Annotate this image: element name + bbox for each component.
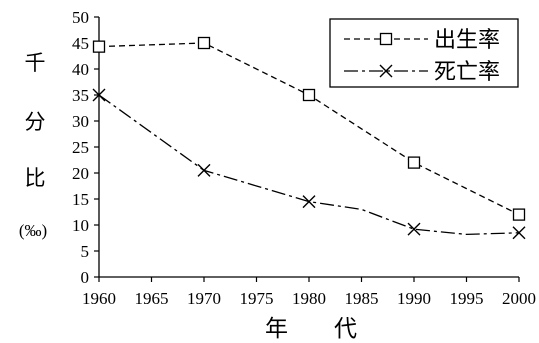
y-axis-ticks: 0 5 10 15 20 25 30 35 40 45 50	[72, 8, 99, 287]
series-1	[92, 36, 526, 221]
y-tick-label: 20	[72, 164, 89, 183]
data-point-marker	[197, 36, 211, 50]
legend-marker	[379, 32, 393, 46]
y-tick-label: 0	[81, 268, 90, 287]
data-point-marker	[197, 163, 211, 177]
x-tick-label: 1980	[292, 289, 326, 308]
y-tick-label: 15	[72, 190, 89, 209]
y-tick-label: 25	[72, 138, 89, 157]
y-tick-label: 50	[72, 8, 89, 27]
y-tick-label: 35	[72, 86, 89, 105]
x-tick-label: 2000	[502, 289, 536, 308]
legend-label: 死亡率	[434, 60, 500, 85]
x-axis-ticks: 1960 1965 1970 1975 1980 1985 1990 1995 2000	[82, 277, 536, 308]
data-point-marker	[92, 40, 106, 53]
series-line	[98, 94, 520, 236]
data-point-marker	[407, 156, 421, 169]
data-point-marker	[407, 222, 421, 236]
y-tick-label: 5	[81, 242, 90, 261]
x-tick-label: 1995	[450, 289, 484, 308]
legend-label: 出生率	[434, 28, 500, 53]
x-tick-label: 1970	[187, 289, 221, 308]
series-2	[92, 88, 526, 240]
legend-box	[329, 18, 519, 88]
y-tick-label: 45	[72, 34, 89, 53]
y-axis-unit: (‰)	[19, 221, 47, 240]
y-tick-label: 10	[72, 216, 89, 235]
x-axis-label: 年 代	[265, 316, 357, 342]
data-point-marker	[512, 208, 526, 221]
y-axis-label-char: 分	[25, 110, 46, 134]
legend-marker	[379, 64, 393, 78]
y-tick-label: 30	[72, 112, 89, 131]
x-tick-label: 1985	[345, 289, 379, 308]
y-axis-label: 千分比 (‰)	[19, 51, 47, 240]
x-tick-label: 1975	[240, 289, 274, 308]
x-tick-label: 1990	[397, 289, 431, 308]
x-tick-label: 1965	[135, 289, 169, 308]
data-point-marker	[512, 226, 526, 240]
x-tick-label: 1960	[82, 289, 116, 308]
chart-series	[92, 36, 526, 240]
data-point-marker	[302, 195, 316, 209]
data-point-marker	[302, 88, 316, 102]
y-tick-label: 40	[72, 60, 89, 79]
y-axis-label-char: 千	[25, 51, 46, 75]
y-axis-label-char: 比	[25, 166, 46, 190]
data-point-marker	[92, 88, 106, 102]
